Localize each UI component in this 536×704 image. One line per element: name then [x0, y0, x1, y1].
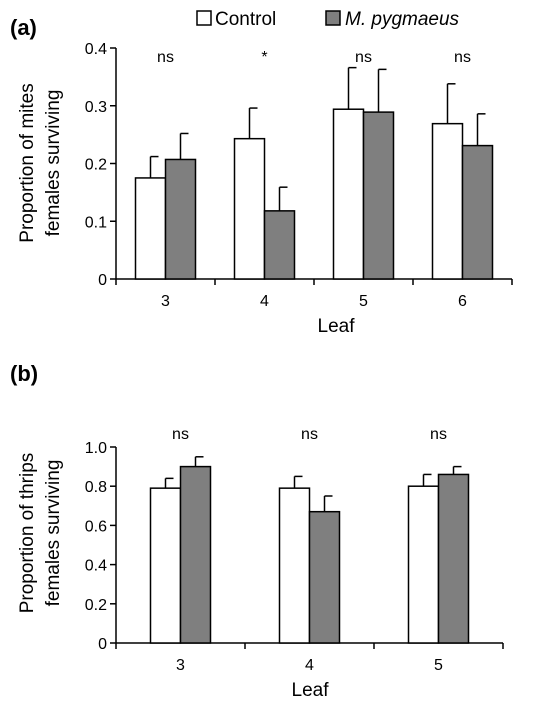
panel-b-y-axis-title-line2: females surviving [43, 460, 64, 607]
panel-a-bar-control [233, 137, 266, 280]
panel-b-significance-label: ns [301, 426, 318, 443]
panel-a-significance-label: ns [157, 49, 174, 66]
panel-b-y-tick-label: 0.2 [85, 597, 107, 614]
panel-a-bar-control [134, 177, 167, 280]
panel-b-x-tick-label: 5 [434, 657, 443, 674]
panel-a-x-tick-label: 4 [260, 293, 269, 310]
panel-a-significance-label: ns [355, 49, 372, 66]
legend-item-control: Control [196, 9, 276, 30]
panel-a-chart: (a) Proportion of mites females survivin… [10, 15, 513, 337]
panel-b-bar-m-pygmaeus [179, 465, 212, 644]
legend: Control M. pygmaeus [196, 9, 460, 30]
panel-b-x-axis-title: Leaf [292, 680, 330, 701]
panel-b-bar-m-pygmaeus [437, 473, 470, 644]
panel-a-y-axis-title-line2: females surviving [43, 90, 64, 237]
panel-b-bar-control [149, 487, 182, 644]
panel-a-y-tick-label: 0.3 [85, 99, 107, 116]
panel-a-bar-m-pygmaeus [263, 210, 296, 280]
panel-b-y-tick-label: 0 [98, 636, 107, 653]
panel-b-y-tick-label: 0.8 [85, 479, 107, 496]
panel-a-x-tick-label: 3 [161, 293, 170, 310]
panel-b-significance-label: ns [430, 426, 447, 443]
panel-b-y-axis-title: Proportion of thrips [17, 453, 38, 614]
panel-a-bar-m-pygmaeus [362, 111, 395, 280]
legend-label-m-pygmaeus: M. pygmaeus [345, 9, 460, 30]
panel-b-bar-control [407, 485, 440, 644]
panel-a-x-tick-label: 5 [359, 293, 368, 310]
panel-a-x-tick-label: 6 [458, 293, 467, 310]
panel-a-significance-label: * [261, 49, 267, 66]
panel-b-label: (b) [10, 361, 38, 386]
panel-b-bar-control [278, 487, 311, 644]
panel-b-y-tick-label: 0.6 [85, 518, 107, 535]
panel-b-x-tick-label: 3 [176, 657, 185, 674]
legend-swatch-m-pygmaeus [325, 10, 341, 26]
panel-b-y-tick-label: 0.4 [85, 558, 107, 575]
panel-a-bar-control [332, 108, 365, 280]
panel-a-y-tick-label: 0.1 [85, 214, 107, 231]
panel-a-bar-m-pygmaeus [164, 158, 197, 280]
panel-a-bar-m-pygmaeus [461, 144, 494, 280]
panel-b-chart: (b) Proportion of thrips females survivi… [10, 361, 504, 701]
panel-a-y-tick-label: 0.4 [85, 41, 107, 58]
panel-a-label: (a) [10, 15, 37, 40]
panel-a-bar-control [431, 122, 464, 280]
legend-label-control: Control [215, 9, 276, 30]
legend-item-m-pygmaeus: M. pygmaeus [325, 9, 460, 30]
panel-a-significance-label: ns [454, 49, 471, 66]
panel-b-x-tick-label: 4 [305, 657, 314, 674]
panel-b-y-tick-label: 1.0 [85, 440, 107, 457]
panel-a-y-tick-label: 0 [98, 272, 107, 289]
panel-b-bar-m-pygmaeus [308, 510, 341, 644]
panel-a-y-tick-label: 0.2 [85, 157, 107, 174]
panel-b-significance-label: ns [172, 426, 189, 443]
panel-a-y-axis-title: Proportion of mites [17, 83, 38, 242]
legend-swatch-control [196, 10, 212, 26]
panel-a-x-axis-title: Leaf [318, 316, 356, 337]
